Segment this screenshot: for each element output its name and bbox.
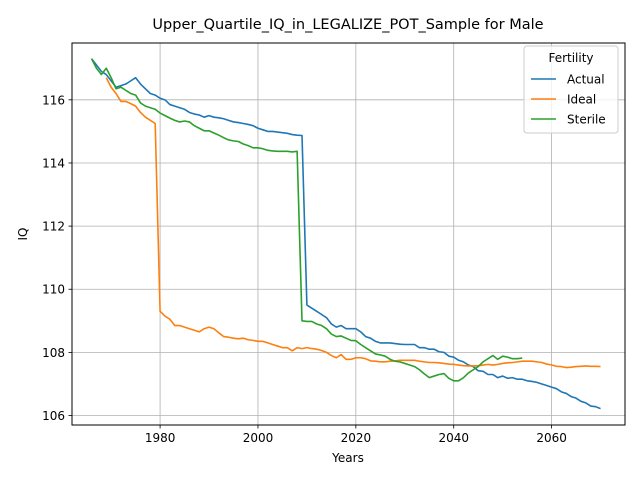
y-tick-label: 112 — [42, 220, 65, 234]
y-tick-label: 110 — [42, 283, 65, 297]
legend-label-sterile: Sterile — [567, 113, 606, 127]
x-tick-label: 2060 — [536, 431, 567, 445]
y-tick-label: 114 — [42, 156, 65, 170]
x-tick-label: 1980 — [145, 431, 176, 445]
series-line-actual — [90, 58, 601, 410]
y-axis-label: IQ — [16, 228, 30, 241]
legend: Fertility Actual Ideal Sterile — [523, 45, 619, 134]
y-tick-label: 116 — [42, 93, 65, 107]
y-tick-label: 108 — [42, 346, 65, 360]
y-axis: 106 108 110 112 114 116 — [42, 93, 72, 423]
plot-frame — [71, 42, 626, 426]
y-tick-label: 106 — [42, 409, 65, 423]
legend-box — [523, 45, 619, 134]
series-line-ideal — [105, 77, 601, 369]
x-axis: 1980 2000 2020 2040 2060 — [145, 425, 567, 445]
x-tick-label: 2020 — [341, 431, 372, 445]
series-line-sterile — [90, 58, 523, 382]
chart-title: Upper_Quartile_IQ_in_LEGALIZE_POT_Sample… — [152, 17, 543, 33]
x-tick-label: 2040 — [438, 431, 469, 445]
legend-label-ideal: Ideal — [567, 93, 596, 107]
legend-label-actual: Actual — [567, 73, 605, 87]
x-axis-label: Years — [331, 451, 364, 465]
legend-title: Fertility — [548, 51, 593, 65]
x-tick-label: 2000 — [243, 431, 274, 445]
series-layer — [90, 58, 601, 410]
